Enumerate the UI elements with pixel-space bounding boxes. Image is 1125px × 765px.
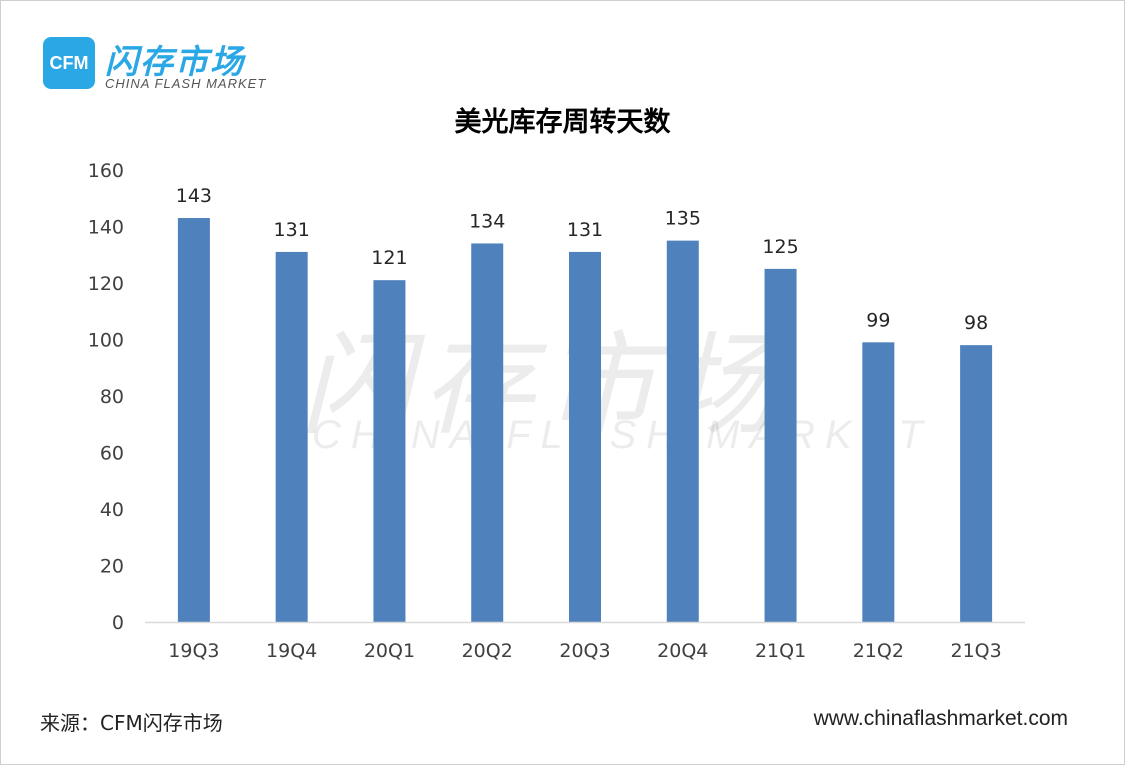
x-tick-label: 21Q1 — [755, 640, 806, 662]
data-label: 135 — [665, 208, 701, 230]
y-tick-label: 60 — [100, 443, 124, 465]
data-label: 98 — [964, 312, 988, 334]
x-tick-label: 19Q3 — [168, 640, 219, 662]
chart-title: 美光库存周转天数 — [454, 107, 671, 138]
y-tick-label: 40 — [100, 499, 124, 521]
x-tick-label: 20Q4 — [657, 640, 708, 662]
bar — [764, 268, 797, 622]
bar — [862, 342, 895, 622]
source-note: 来源：CFM闪存市场 — [40, 711, 223, 735]
bar — [569, 251, 601, 623]
bar — [666, 240, 699, 622]
data-label: 125 — [762, 236, 798, 258]
data-label: 143 — [176, 185, 212, 207]
y-tick-label: 100 — [88, 330, 124, 352]
y-tick-label: 80 — [100, 386, 124, 408]
bar — [471, 243, 504, 622]
bar — [960, 345, 993, 622]
data-label: 121 — [371, 247, 407, 269]
logo-name-en: CHINA FLASH MARKET — [105, 76, 267, 91]
x-tick-label: 19Q4 — [266, 640, 317, 662]
x-tick-label: 20Q1 — [364, 640, 415, 662]
x-tick-label: 21Q2 — [853, 640, 904, 662]
logo-name-cn: 闪存市场 — [105, 42, 245, 81]
data-label: 131 — [567, 219, 603, 241]
y-tick-label: 20 — [100, 556, 124, 578]
x-tick-label: 21Q3 — [950, 640, 1001, 662]
bar — [275, 251, 308, 623]
data-label: 131 — [274, 219, 310, 241]
website-url: www.chinaflashmarket.com — [813, 707, 1068, 730]
y-tick-label: 160 — [88, 160, 124, 182]
y-tick-label: 140 — [88, 217, 124, 239]
y-tick-label: 120 — [88, 273, 124, 295]
bar — [373, 280, 406, 622]
bar — [177, 218, 210, 622]
y-tick-label: 0 — [112, 612, 124, 634]
x-tick-label: 20Q3 — [559, 640, 610, 662]
data-label: 99 — [866, 309, 890, 331]
logo-badge: CFM — [43, 37, 95, 89]
data-label: 134 — [469, 210, 505, 232]
x-tick-label: 20Q2 — [462, 640, 513, 662]
